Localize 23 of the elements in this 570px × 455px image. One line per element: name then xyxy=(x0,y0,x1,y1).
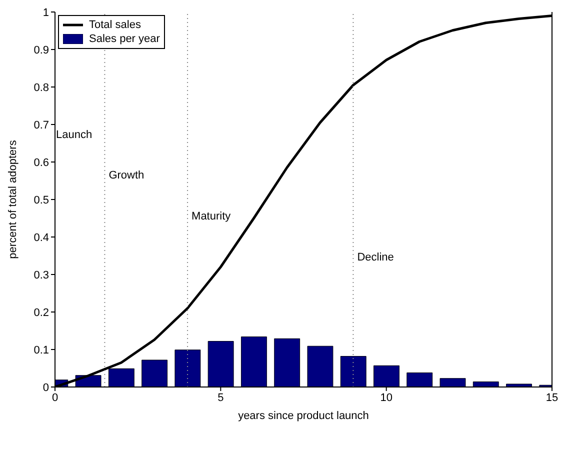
y-tick-label: 0.2 xyxy=(34,306,49,319)
y-tick-label: 0.9 xyxy=(34,44,49,56)
ref-line-label: Decline xyxy=(357,251,394,264)
y-tick-label: 0.6 xyxy=(34,156,49,169)
x-tick-label: 15 xyxy=(546,392,558,404)
y-tick-label: 0.7 xyxy=(34,119,49,132)
ref-line-label: Maturity xyxy=(192,210,232,222)
y-tick-label: 0.4 xyxy=(34,232,49,244)
y-tick-label: 0.8 xyxy=(34,82,49,94)
y-tick-label: 1 xyxy=(42,6,49,19)
y-tick-label: 0.1 xyxy=(34,344,49,356)
ref-line-label: Growth xyxy=(108,170,144,182)
y-tick-label: 0.3 xyxy=(34,269,49,282)
x-tick-label: 0 xyxy=(52,392,58,404)
legend-label: Total sales xyxy=(89,19,141,31)
y-axis-title: percent of total adopters xyxy=(6,140,19,259)
x-axis-title: years since product launch xyxy=(238,410,369,422)
legend-label: Sales per year xyxy=(89,33,160,45)
y-tick-label: 0 xyxy=(42,382,49,394)
x-tick-label: 10 xyxy=(380,392,392,404)
x-tick-label: 5 xyxy=(218,392,224,404)
y-tick-label: 0.5 xyxy=(34,194,49,206)
annotation: Launch xyxy=(56,128,92,142)
